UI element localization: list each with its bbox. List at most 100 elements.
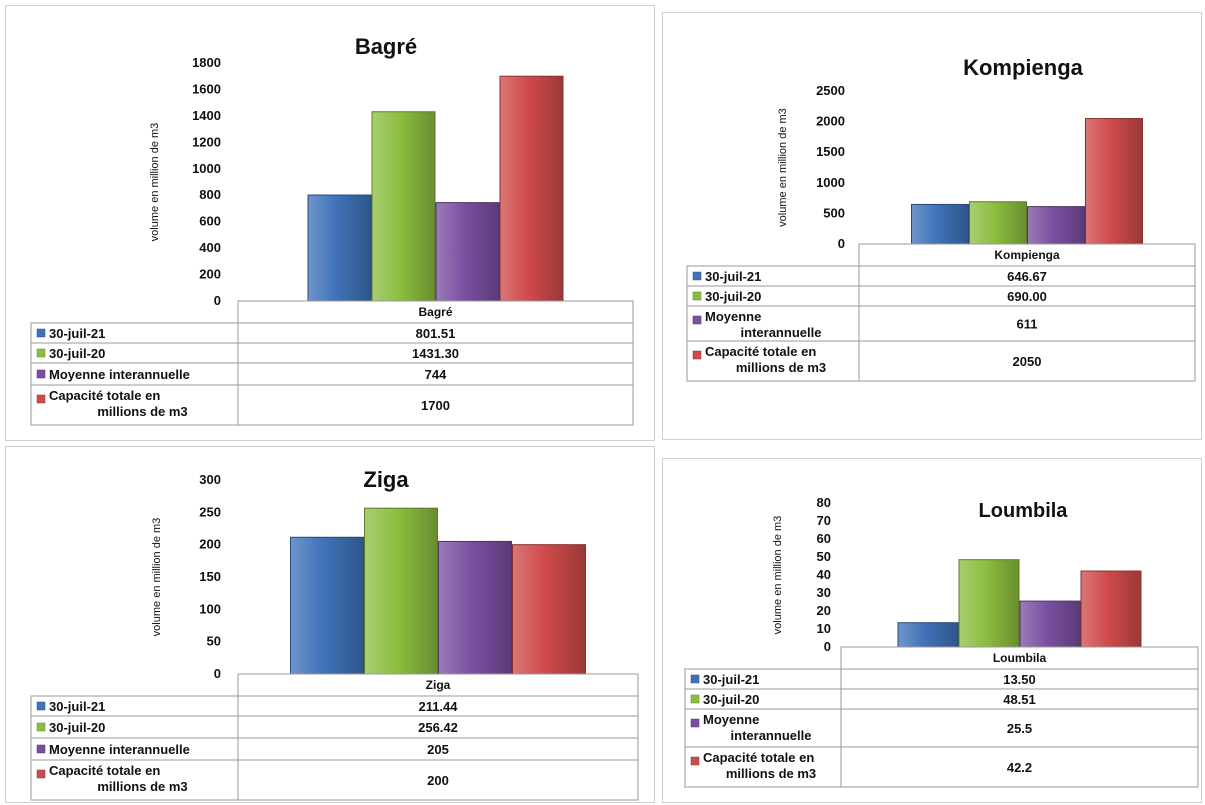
chart-loumbila: Loumbila volume en million de m3 80 70 60 50 4… [684, 495, 1199, 788]
data-value-label: 2050 [1013, 354, 1042, 369]
chart-title: Bagré [355, 34, 417, 59]
y-tick-label: 1500 [816, 144, 845, 159]
bar-3 [1027, 206, 1085, 245]
bar-1 [897, 622, 959, 648]
legend-label: 30-juil-21 [703, 672, 759, 687]
data-value-label: 611 [1017, 317, 1038, 332]
chart-title: Loumbila [979, 500, 1069, 522]
y-tick-label: 100 [199, 601, 221, 616]
bar-1 [307, 194, 372, 302]
legend-label: 30-juil-20 [705, 289, 761, 304]
table-value-cell [237, 759, 639, 801]
y-tick-label: 60 [817, 531, 831, 546]
legend-key [692, 291, 702, 301]
chart-panel-loumbila: Loumbila volume en million de m3 80 70 60 50 4… [662, 458, 1202, 803]
category-label: Kompienga [994, 248, 1060, 262]
legend-key [36, 769, 46, 779]
legend-key [36, 701, 46, 711]
y-tick-label: 1200 [192, 134, 221, 149]
y-tick-label: 50 [207, 634, 221, 649]
y-tick-label: 300 [199, 472, 221, 487]
data-value-label: 200 [427, 773, 449, 788]
legend-key [36, 394, 46, 404]
data-value-label: 211.44 [418, 699, 458, 714]
y-tick-label: 70 [817, 513, 831, 528]
table-legend-cell [686, 305, 860, 342]
bar-2 [364, 507, 438, 675]
y-tick-label: 800 [199, 187, 221, 202]
legend-label: 30-juil-21 [705, 269, 761, 284]
table-legend-cell [30, 384, 239, 426]
y-tick-label: 0 [824, 639, 831, 654]
y-axis-label: volume en million de m3 [151, 518, 163, 637]
chart-title: Ziga [363, 467, 409, 492]
data-value-label: 48.51 [1003, 692, 1036, 707]
legend-key [692, 315, 702, 325]
data-value-label: 690.00 [1007, 289, 1047, 304]
bar-1 [911, 203, 969, 245]
y-tick-label: 0 [214, 293, 221, 308]
legend-label: Capacité totale en millions de m3 [49, 763, 188, 794]
y-axis-label: volume en million de m3 [772, 516, 784, 635]
y-tick-label: 1600 [192, 81, 221, 96]
bar-4 [512, 544, 586, 675]
legend-label: Capacité totale en millions de m3 [49, 388, 188, 419]
category-label: Bagré [418, 305, 452, 319]
data-value-label: 801.51 [416, 326, 456, 341]
table-legend-cell [684, 708, 842, 748]
data-value-label: 256.42 [418, 720, 458, 735]
legend-key [36, 328, 46, 338]
data-value-label: 1431.30 [412, 346, 459, 361]
y-tick-label: 0 [838, 236, 845, 251]
data-value-label: 13.50 [1003, 672, 1036, 687]
y-tick-label: 80 [817, 495, 831, 510]
table-value-cell [237, 384, 634, 426]
category-label: Loumbila [993, 651, 1047, 665]
chart-kompienga: Kompienga volume en million de m3 2500 2000… [686, 55, 1196, 382]
table-legend-cell [686, 340, 860, 382]
y-tick-label: 400 [199, 240, 221, 255]
chart-bagre: Bagré volume en million de m3 1800 1600 1400… [30, 34, 634, 426]
legend-key [692, 350, 702, 360]
y-tick-label: 40 [817, 567, 831, 582]
y-tick-label: 50 [817, 549, 831, 564]
y-tick-label: 10 [817, 621, 831, 636]
data-value-label: 205 [427, 742, 449, 757]
y-tick-label: 150 [199, 569, 221, 584]
legend-key [36, 369, 46, 379]
category-label: Ziga [426, 678, 451, 692]
data-value-label: 646.67 [1007, 269, 1047, 284]
legend-label: 30-juil-20 [703, 692, 759, 707]
table-value-cell [858, 340, 1196, 382]
y-tick-label: 1000 [192, 161, 221, 176]
y-tick-label: 30 [817, 585, 831, 600]
legend-label: Moyenne interannuelle [49, 742, 190, 757]
bar-3 [438, 540, 512, 675]
legend-label: Capacité totale en millions de m3 [703, 750, 816, 781]
chart-ziga: Ziga volume en million de m3 300 250 200 150 1… [30, 467, 639, 801]
bar-1 [290, 536, 364, 675]
y-tick-label: 200 [199, 267, 221, 282]
y-tick-label: 0 [214, 666, 221, 681]
bar-2 [371, 111, 436, 302]
legend-label: Moyenne interannuelle [705, 309, 821, 340]
legend-label: 30-juil-21 [49, 326, 105, 341]
legend-key [690, 718, 700, 728]
y-tick-label: 1800 [192, 55, 221, 70]
legend-label: Moyenne interannuelle [49, 367, 190, 382]
legend-key [36, 744, 46, 754]
bar-2 [969, 201, 1027, 245]
legend-key [36, 722, 46, 732]
chart-title: Kompienga [963, 55, 1084, 80]
chart-panel-kompienga: Kompienga volume en million de m3 2500 2000… [662, 12, 1202, 440]
bar-3 [1019, 600, 1081, 648]
bar-4 [1080, 570, 1142, 648]
y-tick-label: 250 [199, 504, 221, 519]
y-tick-label: 1400 [192, 108, 221, 123]
data-value-label: 1700 [421, 398, 450, 413]
bar-3 [435, 202, 500, 302]
y-axis-label: volume en million de m3 [149, 123, 161, 242]
legend-key [36, 348, 46, 358]
table-value-cell [840, 746, 1199, 788]
table-value-cell [858, 305, 1196, 342]
